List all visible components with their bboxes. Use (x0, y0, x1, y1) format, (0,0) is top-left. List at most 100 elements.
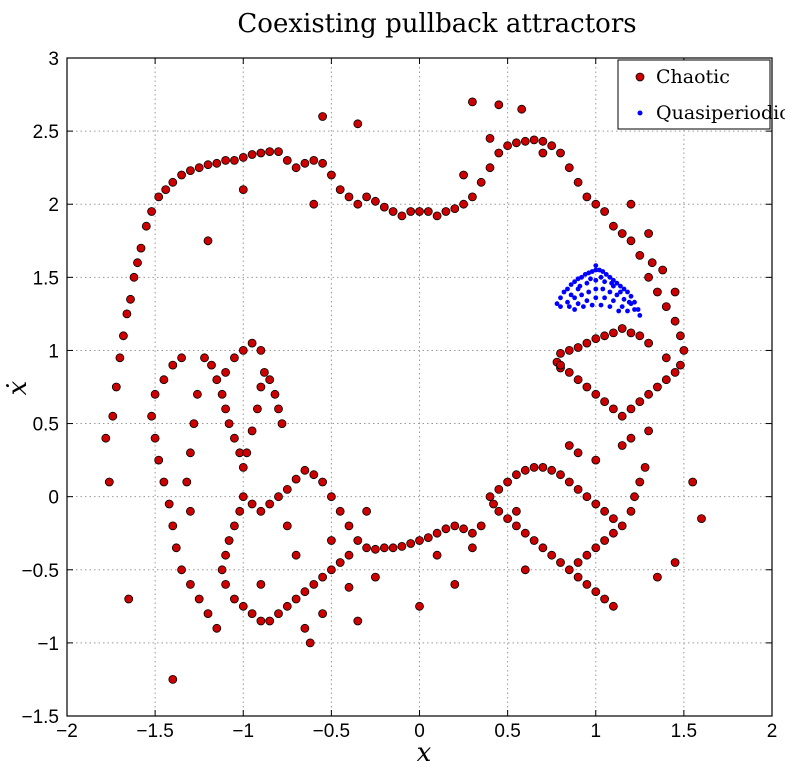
chaotic-point (600, 331, 609, 341)
legend-quasiperiodic-marker (637, 110, 643, 116)
chaotic-point (626, 236, 636, 246)
chaotic-point (467, 192, 477, 202)
chaotic-point (564, 441, 574, 450)
chaotic-point (630, 492, 639, 502)
quasiperiodic-point (589, 302, 595, 308)
series-quasiperiodic (554, 263, 643, 318)
chaotic-point (229, 433, 239, 443)
quasiperiodic-point (584, 280, 590, 286)
quasiperiodic-point (607, 274, 613, 280)
quasiperiodic-point (575, 301, 581, 307)
chaotic-point (520, 565, 530, 575)
quasiperiodic-point (577, 283, 583, 289)
chaotic-point (661, 353, 671, 363)
chaotic-point (626, 433, 636, 443)
chaotic-point (185, 506, 195, 516)
x-axis-label: x (417, 738, 432, 767)
chaotic-point (467, 543, 477, 553)
chaotic-point (520, 465, 530, 475)
chaotic-point (661, 302, 671, 312)
chaotic-point (517, 104, 527, 114)
chaotic-point (104, 477, 114, 487)
chaotic-point (423, 533, 433, 542)
quasiperiodic-point (593, 267, 599, 273)
chaotic-point (520, 528, 530, 538)
quasiperiodic-point (607, 304, 613, 309)
chaotic-point (573, 572, 583, 582)
chaotic-point (344, 582, 354, 592)
chaotic-point (432, 550, 442, 560)
chaotic-point (653, 572, 662, 582)
chaotic-point (224, 536, 234, 545)
chaotic-point (309, 199, 319, 209)
chaotic-point (644, 272, 653, 282)
chaotic-point (221, 550, 231, 560)
chaotic-point (512, 138, 521, 148)
chaotic-point (171, 543, 181, 553)
chaotic-point (503, 141, 513, 151)
chaotic-point (538, 462, 548, 472)
quasiperiodic-point (602, 295, 607, 301)
chaotic-point (203, 160, 213, 170)
chaotic-point (520, 136, 530, 146)
chaotic-point (270, 389, 280, 399)
chaotic-point (256, 616, 266, 626)
legend-chaotic-marker (635, 72, 645, 82)
quasiperiodic-point (600, 269, 606, 274)
chaotic-point (676, 331, 685, 341)
chaotic-point (185, 448, 195, 458)
chaotic-point (370, 572, 380, 582)
chaotic-point (159, 477, 169, 487)
chaotic-point (512, 521, 521, 531)
quasiperiodic-point (628, 293, 634, 299)
chaotic-point (676, 360, 685, 370)
chaotic-point (617, 521, 627, 531)
y-tick-label: −1 (37, 634, 59, 655)
quasiperiodic-point (614, 280, 620, 286)
chaotic-point (265, 616, 275, 626)
chaotic-point (150, 433, 160, 443)
chaotic-point (609, 514, 618, 523)
chaotic-point (238, 152, 248, 162)
quasiperiodic-point (568, 292, 574, 298)
chaotic-point (238, 492, 248, 502)
chaotic-point (635, 331, 645, 341)
chaotic-point (318, 477, 328, 487)
chaotic-point (238, 601, 248, 611)
quasiperiodic-point (593, 295, 599, 301)
chaotic-point (441, 524, 451, 534)
chaotic-point (658, 265, 668, 275)
chaotic-point (235, 506, 245, 516)
y-tick-label: 0.5 (33, 415, 59, 436)
quasiperiodic-point (558, 304, 563, 309)
chaotic-point (265, 147, 275, 157)
series-chaotic (101, 97, 706, 684)
chaotic-point (476, 521, 486, 531)
y-tick-label: 2.5 (33, 122, 59, 143)
chaotic-point (626, 506, 636, 516)
chaotic-point (635, 477, 645, 487)
x-tick-label: −1.5 (136, 721, 174, 742)
chaotic-point (318, 158, 328, 168)
chaotic-point (647, 258, 657, 268)
chaotic-point (238, 345, 248, 355)
chaotic-point (670, 316, 680, 326)
chaotic-point (238, 462, 248, 472)
quasiperiodic-point (581, 304, 586, 309)
chaotic-point (238, 185, 248, 195)
chaotic-point (564, 163, 574, 173)
chaotic-point (362, 192, 372, 202)
chaotic-point (147, 207, 157, 216)
chaotic-point (217, 389, 227, 399)
chaotic-point (450, 204, 460, 214)
chaotic-point (291, 550, 301, 560)
chaotic-point (111, 382, 121, 392)
quasiperiodic-point (600, 286, 606, 292)
chaotic-point (459, 170, 469, 180)
chaotic-point (617, 324, 627, 333)
chaotic-point (591, 499, 601, 509)
chaotic-point (291, 594, 301, 604)
chaotic-point (229, 353, 239, 363)
chaotic-point (247, 609, 257, 618)
